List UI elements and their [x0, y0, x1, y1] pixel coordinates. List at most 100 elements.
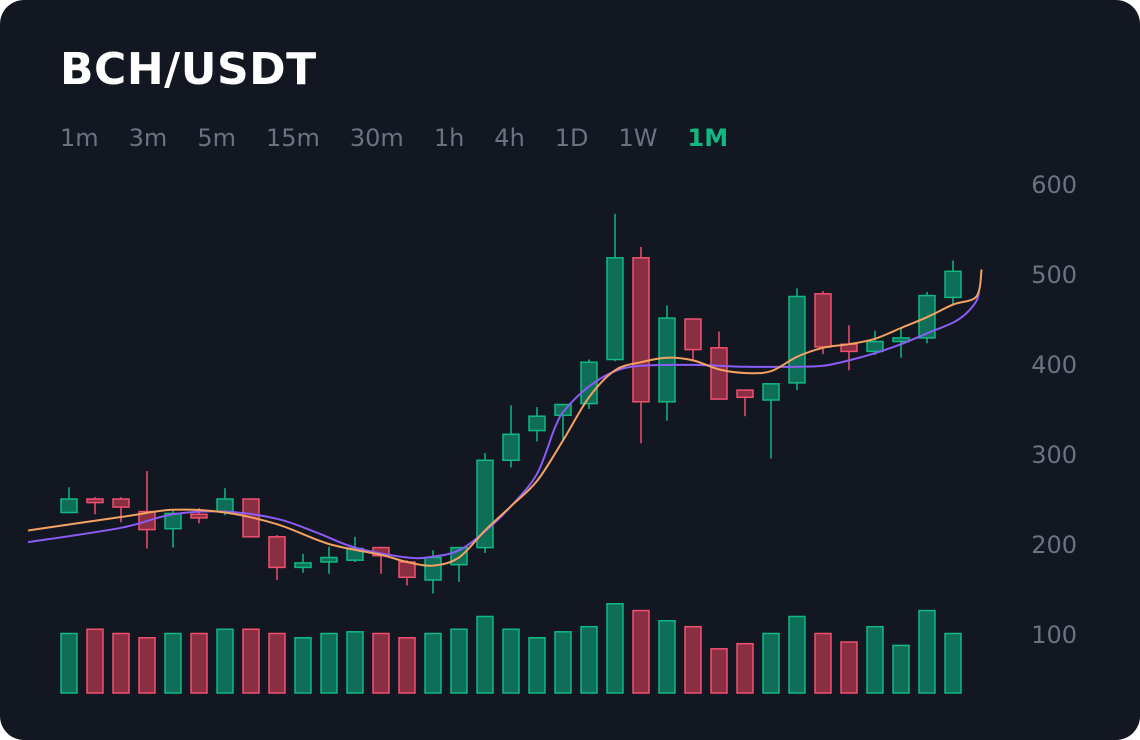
candle-body [476, 459, 494, 549]
volume-bar [892, 644, 910, 694]
candle-body [554, 403, 572, 417]
candle-body [944, 270, 962, 299]
volume-bar [918, 609, 936, 694]
y-tick-label: 400 [1031, 351, 1077, 379]
candle[interactable] [606, 213, 624, 362]
candle[interactable] [528, 407, 546, 442]
timeframe-tab-3m[interactable]: 3m [128, 124, 168, 152]
candle[interactable] [658, 305, 676, 421]
candle[interactable] [788, 288, 806, 391]
candle[interactable] [736, 389, 754, 417]
candle[interactable] [684, 318, 702, 361]
timeframe-tab-1m[interactable]: 1M [687, 124, 729, 152]
candle-body [788, 295, 806, 384]
volume-bar [762, 632, 780, 694]
candle[interactable] [294, 553, 312, 573]
timeframe-tab-1w[interactable]: 1W [618, 124, 658, 152]
candle-body [112, 498, 130, 508]
volume-bar [268, 632, 286, 694]
y-tick-label: 100 [1031, 621, 1077, 649]
volume-bar [580, 625, 598, 694]
volume-bar [164, 632, 182, 694]
volume-bar [216, 628, 234, 694]
candle[interactable] [60, 487, 78, 514]
candle[interactable] [372, 546, 390, 574]
timeframe-tab-1m[interactable]: 1m [60, 124, 99, 152]
volume-bar [242, 628, 260, 694]
candle-body [528, 415, 546, 432]
candle[interactable] [554, 403, 572, 441]
candle-body [60, 498, 78, 514]
y-tick-label: 600 [1031, 171, 1077, 199]
candle-body [424, 556, 442, 581]
candle[interactable] [944, 260, 962, 304]
candle-body [606, 257, 624, 361]
candle[interactable] [866, 330, 884, 355]
candle[interactable] [502, 405, 520, 468]
timeframe-tab-4h[interactable]: 4h [494, 124, 525, 152]
volume-bar [190, 632, 208, 694]
candle-body [632, 257, 650, 403]
candle[interactable] [86, 497, 104, 515]
candle[interactable] [814, 291, 832, 355]
timeframe-tab-15m[interactable]: 15m [265, 124, 320, 152]
volume-bar [372, 632, 390, 694]
volume-bar [60, 632, 78, 694]
candle[interactable] [138, 471, 156, 549]
volume-bar [736, 642, 754, 694]
volume-bar [398, 637, 416, 694]
timeframe-tab-30m[interactable]: 30m [349, 124, 404, 152]
candle-body [710, 347, 728, 400]
candle[interactable] [112, 497, 130, 523]
candle-body [736, 389, 754, 399]
timeframe-tab-1d[interactable]: 1D [554, 124, 589, 152]
candle[interactable] [892, 328, 910, 358]
candle-body [86, 498, 104, 504]
candle-body [190, 513, 208, 519]
candle[interactable] [268, 535, 286, 580]
volume-bar [554, 631, 572, 694]
candle-body [268, 536, 286, 569]
candle-body [216, 498, 234, 513]
volume-bar [684, 625, 702, 694]
timeframe-selector: 1m 3m 5m 15m 30m 1h 4h 1D 1W 1M [60, 120, 758, 156]
y-tick-label: 300 [1031, 441, 1077, 469]
volume-bar [710, 648, 728, 694]
volume-bar [294, 637, 312, 694]
volume-bar [112, 632, 130, 694]
volume-bar [320, 632, 338, 694]
ma-long-line [27, 291, 980, 560]
ma-short-line [27, 269, 983, 567]
candle[interactable] [320, 546, 338, 574]
volume-bar [944, 632, 962, 694]
candles [60, 213, 962, 594]
candle-body [814, 293, 832, 348]
candle-body [658, 317, 676, 403]
volume-bar [138, 637, 156, 694]
volume-bar [86, 628, 104, 694]
volume-bars [60, 603, 962, 694]
candle[interactable] [476, 453, 494, 553]
candle-body [892, 337, 910, 343]
candle[interactable] [632, 247, 650, 444]
y-tick-label: 200 [1031, 531, 1077, 559]
candle[interactable] [840, 325, 858, 371]
y-axis: 600 500 400 300 200 100 [1031, 171, 1077, 649]
volume-bar [866, 625, 884, 694]
y-tick-label: 500 [1031, 261, 1077, 289]
pair-title: BCH/USDT [60, 44, 317, 95]
timeframe-tab-5m[interactable]: 5m [197, 124, 236, 152]
volume-bar [346, 631, 364, 694]
volume-bar [502, 628, 520, 694]
candle-body [320, 556, 338, 563]
candle-body [684, 318, 702, 351]
volume-bar [658, 620, 676, 694]
volume-bar [424, 632, 442, 694]
timeframe-tab-1h[interactable]: 1h [433, 124, 465, 152]
candle[interactable] [762, 383, 780, 459]
candle[interactable] [580, 359, 598, 410]
moving-averages [27, 269, 983, 567]
volume-bar [840, 641, 858, 694]
